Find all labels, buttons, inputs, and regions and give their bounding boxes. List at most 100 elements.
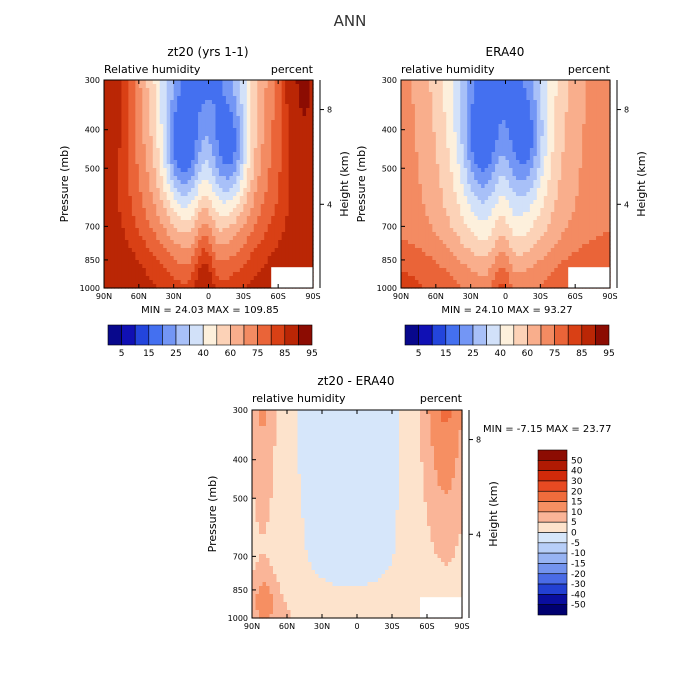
field-cell <box>264 248 269 253</box>
field-cell <box>407 120 413 125</box>
field-cell <box>428 88 433 93</box>
field-cell <box>104 252 109 257</box>
field-cell <box>453 120 458 125</box>
field-cell <box>561 124 566 129</box>
field-cell <box>484 124 489 129</box>
field-cell <box>117 272 123 277</box>
field-cell <box>156 240 161 245</box>
field-cell <box>229 180 234 185</box>
field-cell <box>502 116 507 121</box>
field-cell <box>138 152 143 157</box>
field-cell <box>550 112 555 117</box>
field-cell <box>288 84 293 89</box>
field-cell <box>229 112 234 117</box>
field-cell <box>194 168 199 173</box>
field-cell <box>114 144 119 149</box>
field-cell <box>446 184 451 189</box>
field-cell <box>194 196 199 201</box>
field-cell <box>131 200 136 205</box>
field-cell <box>582 196 587 201</box>
field-cell <box>257 136 262 141</box>
field-cell <box>533 156 538 161</box>
field-cell <box>547 80 552 85</box>
field-cell <box>550 104 555 109</box>
field-cell <box>208 168 213 173</box>
field-cell <box>302 120 307 125</box>
field-cell <box>239 176 244 181</box>
field-cell <box>526 108 531 113</box>
field-cell <box>502 128 507 133</box>
field-cell <box>208 112 213 117</box>
field-cell <box>177 92 182 97</box>
field-cell <box>446 188 451 193</box>
field-cell <box>512 188 517 193</box>
field-cell <box>208 200 213 205</box>
field-cell <box>166 208 171 213</box>
field-cell <box>309 244 314 249</box>
field-cell <box>582 128 587 133</box>
field-cell <box>578 84 583 89</box>
field-cell <box>446 88 451 93</box>
field-cell <box>281 168 286 173</box>
field-cell <box>508 120 514 125</box>
field-cell <box>114 248 119 253</box>
field-cell <box>495 152 500 157</box>
field-cell <box>159 272 164 277</box>
field-cell <box>152 284 157 289</box>
field-cell <box>550 148 555 153</box>
field-cell <box>211 256 217 261</box>
field-cell <box>529 176 534 181</box>
field-cell <box>124 148 129 153</box>
field-cell <box>246 252 251 257</box>
field-cell <box>274 232 279 237</box>
field-cell <box>568 80 573 85</box>
field-cell <box>306 88 311 93</box>
field-cell <box>582 132 587 137</box>
field-cell <box>215 220 220 225</box>
field-cell <box>274 136 279 141</box>
field-cell <box>536 100 541 105</box>
field-cell <box>306 196 311 201</box>
field-cell <box>425 148 430 153</box>
field-cell <box>578 128 583 133</box>
field-cell <box>425 152 430 157</box>
field-cell <box>414 184 420 189</box>
panel-model-subtitle-right: percent <box>271 63 314 76</box>
field-cell <box>302 140 307 145</box>
field-cell <box>225 148 230 153</box>
field-cell <box>232 220 237 225</box>
field-cell <box>104 84 109 89</box>
field-cell <box>145 280 150 285</box>
field-cell <box>107 104 112 109</box>
field-cell <box>166 96 171 101</box>
field-cell <box>135 160 140 165</box>
field-cell <box>285 220 290 225</box>
field-cell <box>264 156 269 161</box>
field-cell <box>435 92 440 97</box>
field-cell <box>218 200 224 205</box>
field-cell <box>285 160 290 165</box>
panel-model-title: zt20 (yrs 1-1) <box>167 45 248 59</box>
field-cell <box>246 128 251 133</box>
field-cell <box>411 184 416 189</box>
field-cell <box>267 108 272 113</box>
field-cell <box>173 172 178 177</box>
field-cell <box>166 252 171 257</box>
field-cell <box>274 172 279 177</box>
field-cell <box>166 176 171 181</box>
field-cell <box>225 208 230 213</box>
field-cell <box>568 128 573 133</box>
field-cell <box>477 164 482 169</box>
field-cell <box>201 184 206 189</box>
field-cell <box>198 208 203 213</box>
field-cell <box>571 112 576 117</box>
field-cell <box>309 124 314 129</box>
field-cell <box>575 188 580 193</box>
field-cell <box>121 144 126 149</box>
field-cell <box>135 96 140 101</box>
field-cell <box>281 152 286 157</box>
field-cell <box>121 268 126 273</box>
field-cell <box>145 252 150 257</box>
field-cell <box>239 100 244 105</box>
field-cell <box>260 104 265 109</box>
